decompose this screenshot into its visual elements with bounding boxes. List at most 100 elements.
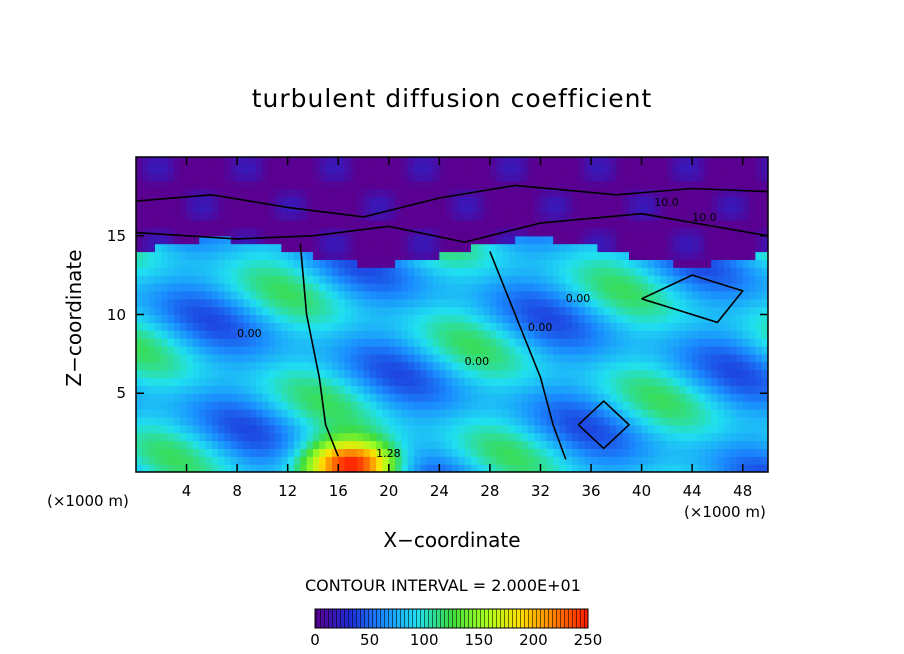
heatmap-cell: [173, 416, 181, 426]
heatmap-cell: [584, 346, 592, 355]
heatmap-cell: [382, 243, 390, 253]
heatmap-cell: [268, 235, 276, 245]
heatmap-cell: [249, 377, 257, 386]
heatmap-cell: [268, 212, 276, 221]
heatmap-cell: [275, 275, 282, 284]
heatmap-cell: [470, 393, 478, 402]
heatmap-cell: [508, 235, 516, 245]
heatmap-cell: [211, 251, 219, 260]
heatmap-cell: [331, 346, 339, 355]
heatmap-cell: [483, 377, 491, 386]
heatmap-cell: [692, 172, 700, 182]
heatmap-cell: [363, 440, 371, 449]
heatmap-cell: [483, 338, 491, 347]
heatmap-cell: [154, 440, 162, 449]
heatmap-cell: [622, 448, 630, 457]
heatmap-cell: [173, 283, 181, 292]
heatmap-cell: [395, 259, 403, 268]
heatmap-cell: [256, 393, 263, 402]
heatmap-cell: [647, 393, 655, 402]
heatmap-cell: [704, 322, 712, 331]
heatmap-cell: [325, 338, 333, 347]
heatmap-cell: [199, 180, 207, 190]
heatmap-cell: [641, 314, 649, 323]
heatmap-cell: [148, 416, 156, 426]
heatmap-cell: [388, 180, 396, 190]
heatmap-cell: [281, 401, 289, 410]
heatmap-cell: [199, 157, 207, 166]
heatmap-cell: [635, 401, 643, 410]
heatmap-cell: [477, 196, 485, 205]
heatmap-cell: [243, 409, 251, 418]
heatmap-cell: [262, 220, 270, 229]
heatmap-cell: [287, 377, 295, 386]
heatmap-cell: [647, 448, 655, 457]
heatmap-cell: [534, 448, 542, 457]
heatmap-cell: [559, 283, 567, 292]
heatmap-cell: [199, 243, 207, 253]
heatmap-cell: [306, 212, 314, 221]
heatmap-cell: [610, 157, 617, 166]
heatmap-cell: [230, 322, 238, 331]
heatmap-cell: [730, 424, 737, 434]
heatmap-cell: [673, 290, 681, 300]
heatmap-cell: [749, 330, 756, 339]
heatmap-cell: [300, 227, 308, 237]
heatmap-cell: [199, 220, 207, 229]
heatmap-cell: [205, 204, 213, 213]
heatmap-cell: [205, 227, 213, 237]
heatmap-cell: [325, 188, 333, 197]
heatmap-cell: [218, 409, 226, 418]
heatmap-cell: [458, 212, 466, 221]
heatmap-cell: [483, 157, 491, 166]
heatmap-cell: [306, 157, 314, 166]
heatmap-cell: [382, 330, 390, 339]
heatmap-cell: [445, 180, 453, 190]
heatmap-cell: [439, 251, 447, 260]
heatmap-cell: [470, 212, 478, 221]
colorbar-tick-label: 250: [573, 631, 603, 649]
heatmap-cell: [275, 212, 282, 221]
heatmap-cell: [654, 464, 662, 472]
heatmap-cell: [338, 188, 346, 197]
heatmap-cell: [357, 393, 365, 402]
heatmap-cell: [641, 346, 649, 355]
heatmap-cell: [610, 424, 617, 434]
heatmap-cell: [679, 180, 687, 190]
heatmap-cell: [698, 401, 706, 410]
heatmap-cell: [755, 220, 763, 229]
heatmap-cell: [388, 369, 396, 379]
heatmap-cell: [717, 212, 725, 221]
heatmap-cell: [635, 204, 643, 213]
heatmap-cell: [268, 338, 276, 347]
heatmap-cell: [148, 243, 156, 253]
heatmap-cell: [597, 220, 605, 229]
heatmap-cell: [546, 330, 554, 339]
heatmap-cell: [616, 361, 624, 371]
heatmap-cell: [306, 283, 314, 292]
heatmap-cell: [237, 164, 245, 174]
heatmap-cell: [338, 353, 346, 363]
heatmap-cell: [458, 283, 466, 292]
heatmap-cell: [578, 330, 586, 339]
heatmap-cell: [154, 298, 162, 308]
heatmap-cell: [161, 401, 169, 410]
heatmap-cell: [584, 283, 592, 292]
heatmap-cell: [553, 456, 561, 465]
heatmap-cell: [192, 196, 200, 205]
heatmap-cell: [230, 251, 238, 260]
heatmap-cell: [369, 440, 377, 449]
heatmap-cell: [249, 251, 257, 260]
heatmap-cell: [211, 338, 219, 347]
heatmap-cell: [148, 353, 156, 363]
heatmap-cell: [382, 464, 390, 472]
heatmap-cell: [319, 306, 327, 316]
heatmap-cell: [622, 180, 630, 190]
heatmap-cell: [363, 188, 371, 197]
heatmap-cell: [224, 172, 232, 182]
heatmap-cell: [704, 377, 712, 386]
heatmap-cell: [470, 440, 478, 449]
heatmap-cell: [749, 322, 756, 331]
heatmap-cell: [224, 188, 232, 197]
heatmap-cell: [508, 283, 516, 292]
